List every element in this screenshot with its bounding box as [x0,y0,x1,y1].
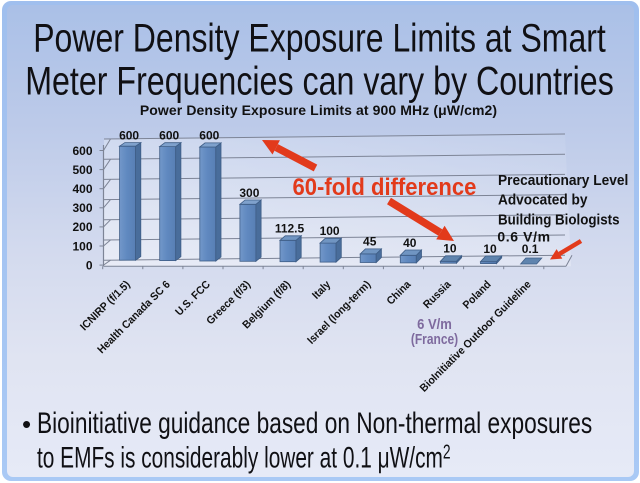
svg-text:China: China [384,278,413,307]
svg-text:Advocated by: Advocated by [498,192,587,209]
svg-text:400: 400 [72,182,92,196]
svg-text:Bioinitiative guidance based o: Bioinitiative guidance based on Non-ther… [37,406,592,440]
svg-text:to EMFs is considerably lower: to EMFs is considerably lower at 0.1 μW/… [37,440,451,475]
svg-text:•: • [22,409,31,439]
svg-text:10: 10 [443,242,457,256]
svg-text:300: 300 [72,201,92,215]
svg-text:U.S. FCC: U.S. FCC [173,278,213,318]
svg-text:Poland: Poland [461,278,494,311]
svg-text:600: 600 [72,144,92,158]
svg-text:600: 600 [119,128,139,142]
svg-text:Building Biologists: Building Biologists [498,212,620,229]
svg-text:10: 10 [483,242,497,256]
svg-text:40: 40 [403,236,417,250]
svg-text:Italy: Italy [310,278,333,301]
svg-text:0.1: 0.1 [522,242,539,256]
svg-text:0.6 V/m: 0.6 V/m [497,228,550,244]
svg-text:Power Density Exposure Limits: Power Density Exposure Limits at 900 MHz… [140,102,497,118]
svg-text:100: 100 [72,239,92,253]
svg-text:112.5: 112.5 [275,222,305,236]
svg-text:0: 0 [86,258,93,272]
svg-text:6 V/m: 6 V/m [417,315,452,332]
svg-text:Meter Frequencies can vary by: Meter Frequencies can vary by Countries [25,58,614,103]
svg-text:60-fold difference: 60-fold difference [293,173,477,200]
svg-text:Power Density Exposure Limits: Power Density Exposure Limits at Smart [33,15,606,60]
svg-text:Health Canada SC 6: Health Canada SC 6 [95,278,173,356]
svg-text:600: 600 [199,129,219,143]
svg-text:Precautionary Level: Precautionary Level [498,172,628,189]
svg-text:100: 100 [320,224,340,238]
svg-text:Russia: Russia [421,278,454,311]
svg-text:45: 45 [363,235,377,249]
svg-text:200: 200 [72,220,92,234]
svg-text:600: 600 [159,129,179,143]
svg-text:300: 300 [239,186,259,200]
svg-text:500: 500 [72,163,92,177]
svg-text:(France): (France) [411,331,458,348]
